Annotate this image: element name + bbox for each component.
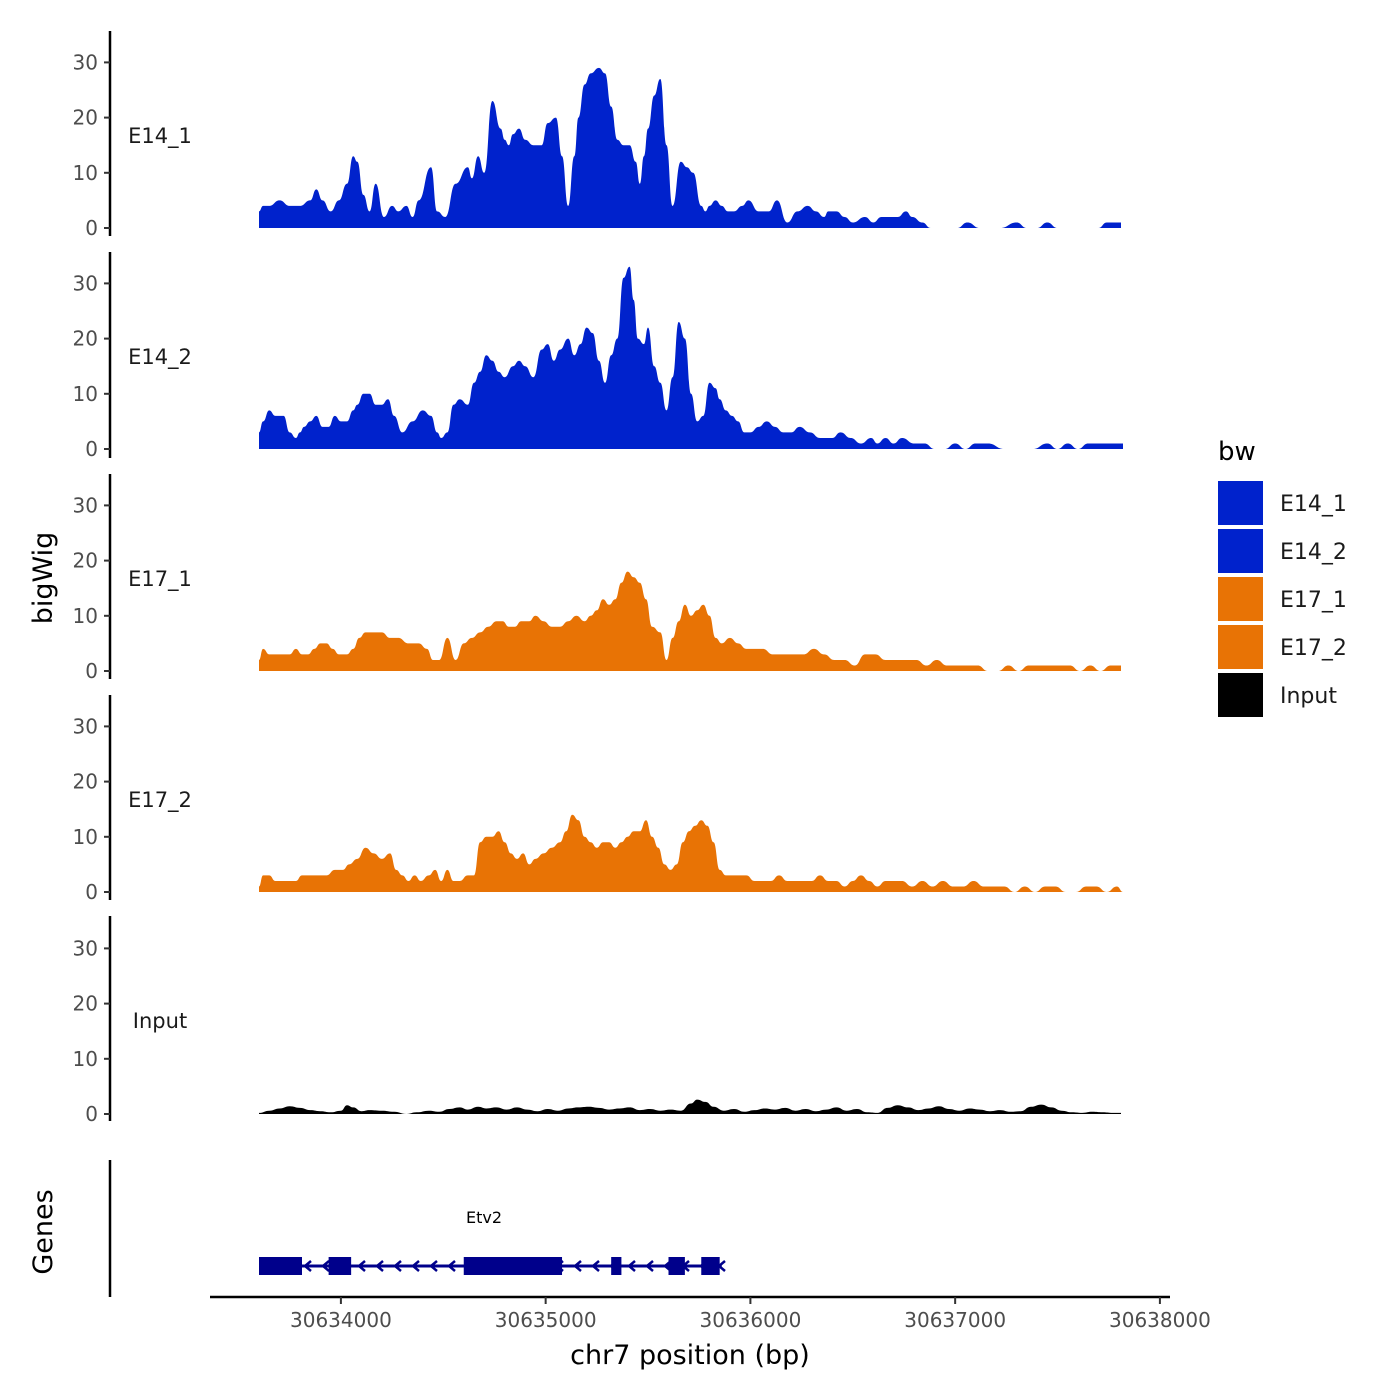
strand-arrow	[393, 1260, 402, 1272]
strand-arrow	[627, 1260, 636, 1272]
gene-exon	[463, 1257, 563, 1275]
strand-arrow	[645, 1260, 654, 1272]
y-tick-label: 30	[73, 936, 98, 960]
gene-exon	[701, 1257, 720, 1275]
y-tick-label: 10	[73, 161, 98, 185]
legend-label-E14_2: E14_2	[1280, 540, 1347, 565]
coverage-area-E14_2	[259, 266, 1123, 449]
y-tick-label: 0	[85, 437, 98, 461]
coverage-area-E17_2	[259, 814, 1123, 892]
y-tick-label: 0	[85, 1102, 98, 1126]
gene-exon	[328, 1257, 352, 1275]
y-tick-label: 0	[85, 216, 98, 240]
x-tick-label: 30634000	[290, 1308, 392, 1332]
legend-key-E14_1	[1218, 481, 1263, 525]
gene-exon	[668, 1257, 685, 1275]
y-tick-label: 10	[73, 825, 98, 849]
legend-key-Input	[1218, 673, 1263, 717]
strand-arrow	[375, 1260, 384, 1272]
gene-track: Etv2	[108, 1160, 726, 1297]
y-axis-title: bigWig	[28, 532, 59, 625]
x-axis: 30634000 30635000 30636000 30637000 30638000	[210, 1295, 1211, 1332]
gene-exon	[611, 1257, 622, 1275]
strand-arrow	[321, 1260, 330, 1272]
x-tick-label: 30637000	[904, 1308, 1006, 1332]
x-tick-label: 30635000	[495, 1308, 597, 1332]
gene-name-label: Etv2	[466, 1208, 502, 1227]
track-label: E17_1	[128, 567, 192, 592]
track-E14_2: 0 10 20 30 E14_2	[73, 252, 1123, 461]
strand-arrow	[447, 1260, 456, 1272]
y-tick-label: 10	[73, 1047, 98, 1071]
y-tick-label: 20	[73, 106, 98, 130]
track-label: E14_1	[128, 124, 192, 149]
strand-arrow	[717, 1260, 726, 1272]
strand-arrow	[573, 1260, 582, 1272]
strand-arrow	[429, 1260, 438, 1272]
track-label: Input	[133, 1009, 187, 1033]
y-tick-label: 20	[73, 770, 98, 794]
legend-label-E17_2: E17_2	[1280, 636, 1347, 661]
y-tick-label: 20	[73, 549, 98, 573]
y-tick-label: 20	[73, 992, 98, 1016]
legend-title: bw	[1218, 437, 1256, 467]
coverage-area-E14_1	[259, 67, 1121, 229]
strand-arrow	[411, 1260, 420, 1272]
coverage-tracks: 0 10 20 30 E14_1 0 10 20 30 E14_2 0 10 20 30 E17_1 0 10 2…	[73, 31, 1123, 1126]
x-axis-title: chr7 position (bp)	[570, 1340, 810, 1371]
track-label: E17_2	[128, 788, 192, 813]
legend-key-E17_1	[1218, 577, 1263, 621]
legend-label-E14_1: E14_1	[1280, 492, 1347, 517]
y-tick-label: 30	[73, 271, 98, 295]
legend-label-E17_1: E17_1	[1280, 588, 1347, 613]
y-tick-label: 30	[73, 493, 98, 517]
track-E17_1: 0 10 20 30 E17_1	[73, 474, 1121, 683]
strand-arrow	[303, 1260, 312, 1272]
track-label: E14_2	[128, 345, 192, 370]
track-E17_2: 0 10 20 30 E17_2	[73, 695, 1123, 904]
coverage-area-Input	[259, 1099, 1121, 1114]
strand-arrow	[591, 1260, 600, 1272]
x-tick-label: 30636000	[700, 1308, 802, 1332]
y-tick-label: 0	[85, 880, 98, 904]
y-tick-label: 0	[85, 659, 98, 683]
y-tick-label: 30	[73, 50, 98, 74]
track-Input: 0 10 20 30 Input	[73, 916, 1121, 1126]
legend-label-Input: Input	[1280, 684, 1337, 709]
coverage-area-E17_1	[259, 571, 1121, 671]
y-tick-label: 10	[73, 382, 98, 406]
y-tick-label: 30	[73, 714, 98, 738]
y-tick-label: 10	[73, 604, 98, 628]
legend: bw E14_1 E14_2 E17_1 E17_2 Input	[1218, 437, 1347, 717]
strand-arrow	[357, 1260, 366, 1272]
legend-key-E17_2	[1218, 625, 1263, 669]
track-E14_1: 0 10 20 30 E14_1	[73, 31, 1121, 240]
x-tick-label: 30638000	[1109, 1308, 1211, 1332]
gene-exon	[259, 1257, 302, 1275]
legend-key-E14_2	[1218, 529, 1263, 573]
y-tick-label: 20	[73, 327, 98, 351]
genes-axis-title: Genes	[28, 1189, 59, 1274]
